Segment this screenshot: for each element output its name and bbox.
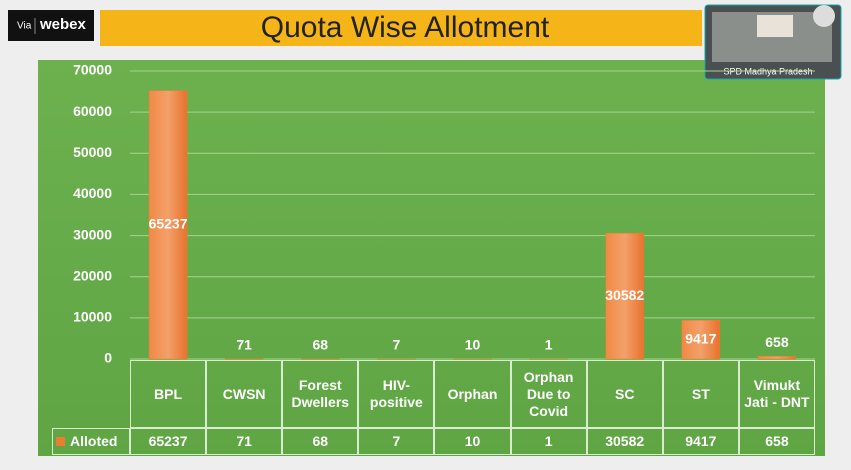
y-tick-label: 50000 [73,144,112,160]
table-value: 10 [434,428,511,455]
y-tick-label: 70000 [73,62,112,78]
data-label: 7 [392,337,400,353]
table-value-text: 658 [765,433,789,449]
participants-badge[interactable] [813,5,835,27]
data-label: 1 [545,337,553,353]
category-label: Orphan [434,360,511,428]
bar [148,90,188,360]
table-value-text: 9417 [685,433,717,449]
category-label-text: BPL [154,385,183,402]
table-value: 9417 [662,428,739,455]
table-value-text: 71 [236,433,252,449]
table-value: 30582 [586,428,663,455]
bar [681,320,721,360]
data-label: 71 [236,336,252,352]
category-label-text: HIV-positive [369,377,423,410]
category-label: SC [586,360,663,428]
data-label: 9417 [685,330,716,346]
chart-title: Quota Wise Allotment [261,11,550,44]
category-label-text: Orphan Due to Covid [523,368,574,419]
category-label: Orphan Due to Covid [510,360,587,428]
table-value: 71 [206,428,283,455]
category-label-text: Orphan [447,385,498,402]
legend-entry: Alloted [52,428,130,455]
table-value-text: 30582 [605,433,645,449]
data-label: 65237 [149,216,188,232]
data-label: 30582 [605,287,644,303]
table-value-text: 1 [544,433,553,449]
category-label-text: ST [691,385,710,402]
data-label: 68 [312,336,328,352]
table-value-text: 10 [464,433,481,449]
legend-entry-text: Alloted [70,433,118,449]
table-value: 658 [738,428,815,455]
data-label: 10 [465,337,481,353]
category-label: ST [662,360,739,428]
title-bar [100,10,702,46]
bar [605,232,644,360]
y-tick-label: 60000 [73,103,112,119]
category-label-text: SC [614,385,635,402]
bar [757,356,797,360]
table-value: 1 [510,428,587,455]
legend-swatch [56,437,65,446]
data-label: 658 [765,334,789,350]
category-label-text: CWSN [222,385,266,402]
y-tick-label: 20000 [73,267,112,283]
webex-logo [8,10,94,41]
y-tick-label: 10000 [73,309,112,325]
table-value: 7 [358,428,435,455]
via: Via [17,21,32,32]
table-value: 68 [282,428,359,455]
y-tick-label: 40000 [73,185,112,201]
table-value-text: 68 [312,433,329,449]
category-label: HIV-positive [358,360,435,428]
category-label-text: Forest Dwellers [291,377,350,410]
category-label: BPL [130,360,207,428]
category-label: Forest Dwellers [282,360,359,428]
brand: webex [39,16,87,33]
table-value-text: 65237 [148,433,188,449]
category-label: Vimukt Jati - DNT [738,360,815,428]
category-label: CWSN [206,360,283,428]
y-tick-label: 0 [104,350,112,366]
banner [757,15,793,37]
y-tick-label: 30000 [73,226,112,242]
table-value: 65237 [130,428,207,455]
category-label-text: Vimukt Jati - DNT [744,377,810,410]
table-value-text: 7 [392,433,401,449]
